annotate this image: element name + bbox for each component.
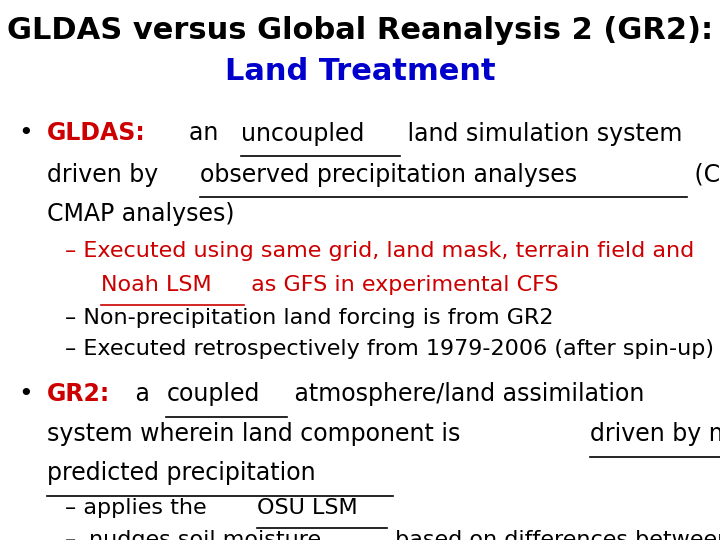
Text: driven by: driven by [47,163,166,186]
Text: driven by model: driven by model [590,422,720,446]
Text: CMAP analyses): CMAP analyses) [47,202,234,226]
Text: GLDAS versus Global Reanalysis 2 (GR2):: GLDAS versus Global Reanalysis 2 (GR2): [7,16,713,45]
Text: – applies the: – applies the [65,498,214,518]
Text: a: a [128,382,158,406]
Text: system wherein land component is: system wherein land component is [47,422,468,446]
Text: nudges soil moisture: nudges soil moisture [89,530,320,540]
Text: based on differences between model: based on differences between model [388,530,720,540]
Text: as GFS in experimental CFS: as GFS in experimental CFS [243,275,558,295]
Text: •: • [18,122,32,145]
Text: Land Treatment: Land Treatment [225,57,495,86]
Text: uncoupled: uncoupled [241,122,364,145]
Text: •: • [18,382,32,406]
Text: an: an [174,122,226,145]
Text: – Executed using same grid, land mask, terrain field and: – Executed using same grid, land mask, t… [65,241,694,261]
Text: atmosphere/land assimilation: atmosphere/land assimilation [287,382,644,406]
Text: coupled: coupled [166,382,260,406]
Text: – Non-precipitation land forcing is from GR2: – Non-precipitation land forcing is from… [65,308,553,328]
Text: observed precipitation analyses: observed precipitation analyses [200,163,577,186]
Text: GLDAS:: GLDAS: [47,122,145,145]
Text: – Executed retrospectively from 1979-2006 (after spin-up): – Executed retrospectively from 1979-200… [65,339,714,359]
Text: land simulation system: land simulation system [400,122,683,145]
Text: GR2:: GR2: [47,382,110,406]
Text: predicted precipitation: predicted precipitation [47,461,315,485]
Text: (CPC: (CPC [687,163,720,186]
Text: –: – [65,530,84,540]
Text: OSU LSM: OSU LSM [257,498,357,518]
Text: Noah LSM: Noah LSM [101,275,212,295]
